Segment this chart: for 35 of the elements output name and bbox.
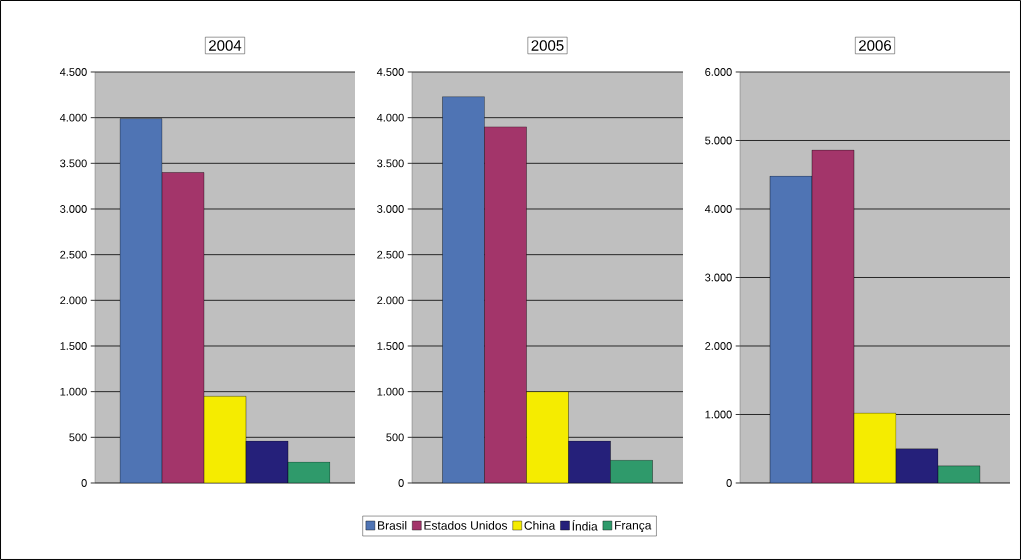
y-tick-label: 1.000: [377, 387, 404, 396]
y-tick-label: 1.000: [60, 387, 87, 396]
y-tick-label: 2.000: [60, 296, 87, 305]
chart-title: 2006: [859, 40, 892, 51]
legend-label: China: [524, 520, 556, 530]
y-tick-label: 4.500: [376, 68, 404, 76]
chart-title: 2004: [209, 40, 242, 51]
y-tick-label: 500: [69, 433, 87, 442]
y-tick-label: 4.000: [376, 113, 404, 122]
y-tick-label: 6.000: [705, 68, 732, 76]
y-tick-label: 2.000: [377, 296, 404, 305]
y-tick-label: 4.500: [59, 68, 87, 76]
y-tick-label: 4.000: [59, 113, 87, 122]
y-tick-label: 2.500: [377, 250, 404, 259]
legend-label: Estados Unidos: [424, 520, 508, 530]
y-tick-label: 3.000: [60, 205, 87, 213]
y-tick-label: 2.000: [705, 342, 732, 350]
legend-label: Brasil: [378, 520, 407, 530]
legend-label: França: [615, 521, 652, 532]
y-tick-label: 4.000: [704, 205, 732, 213]
chart-title: 2005: [531, 40, 564, 51]
y-tick-label: 3.500: [377, 159, 404, 168]
y-tick-label: 500: [386, 433, 404, 442]
y-tick-label: 1.500: [60, 342, 87, 350]
y-tick-label: 0: [726, 479, 732, 487]
y-tick-label: 3.000: [377, 205, 404, 213]
legend-label: Índia: [572, 520, 598, 531]
y-tick-label: 1.500: [377, 342, 404, 350]
y-tick-label: 3.000: [705, 273, 732, 282]
y-tick-label: 5.000: [705, 136, 732, 145]
y-tick-label: 0: [81, 479, 87, 487]
y-tick-label: 0: [398, 479, 404, 487]
y-tick-label: 1.000: [705, 410, 732, 419]
y-tick-label: 2.500: [60, 250, 87, 259]
y-tick-label: 3.500: [60, 159, 87, 168]
